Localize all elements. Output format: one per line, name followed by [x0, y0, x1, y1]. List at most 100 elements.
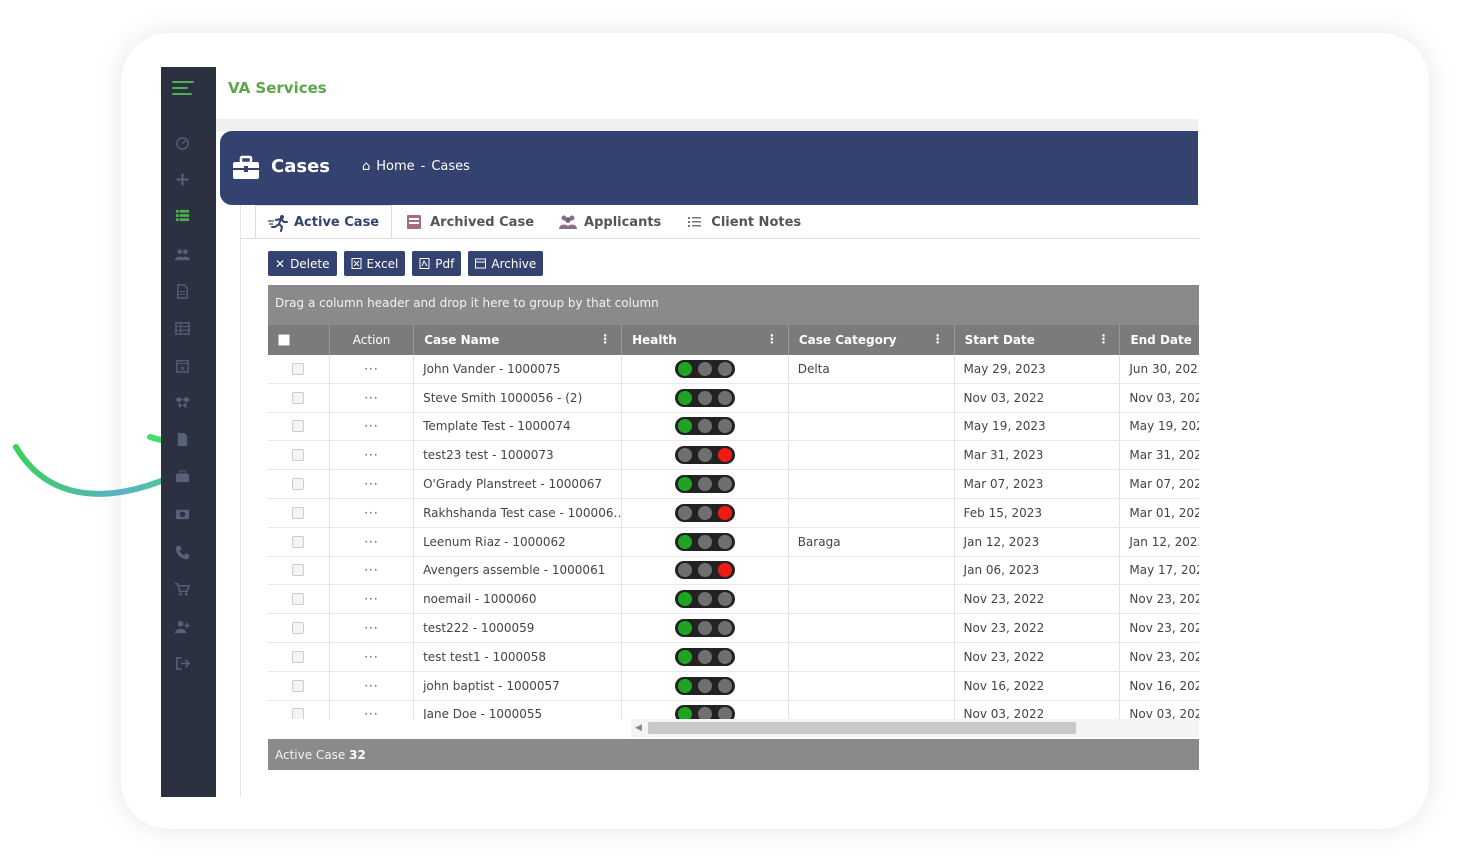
row-checkbox[interactable]: [292, 506, 305, 519]
case-name-cell[interactable]: Leenum Riaz - 1000062: [414, 527, 623, 556]
camera-icon[interactable]: [173, 504, 191, 522]
breadcrumb-home[interactable]: Home: [376, 159, 415, 174]
row-action-menu[interactable]: ···: [330, 412, 415, 441]
case-name-cell[interactable]: test222 - 1000059: [414, 614, 623, 642]
users-icon[interactable]: [173, 245, 191, 263]
table-row[interactable]: ··· test23 test - 1000073 Mar 31, 2023 Mar …: [268, 441, 1199, 471]
health-light: [717, 678, 732, 693]
row-action-menu[interactable]: ···: [330, 642, 415, 671]
table-row[interactable]: ··· Jane Doe - 1000055 Nov 03, 2022 Nov 03,…: [268, 700, 1199, 719]
row-action-menu[interactable]: ···: [330, 355, 415, 383]
tab-active-case[interactable]: Active Case: [255, 205, 393, 239]
column-menu-icon[interactable]: ⋮: [599, 332, 612, 346]
table-row[interactable]: ··· john baptist - 1000057 Nov 16, 2022 Nov…: [268, 671, 1199, 701]
document-icon[interactable]: [173, 282, 191, 300]
select-all-checkbox[interactable]: [278, 334, 290, 346]
row-checkbox[interactable]: [292, 420, 305, 433]
table-row[interactable]: ··· Steve Smith 1000056 - (2) Nov 03, 2022…: [268, 383, 1199, 413]
row-action-menu[interactable]: ···: [330, 527, 415, 556]
row-action-menu[interactable]: ···: [330, 556, 415, 585]
group-drop-zone[interactable]: Drag a column header and drop it here to…: [268, 285, 1199, 325]
row-action-menu[interactable]: ···: [330, 585, 415, 614]
case-name-cell[interactable]: noemail - 1000060: [414, 585, 623, 614]
table-row[interactable]: ··· Leenum Riaz - 1000062 Baraga Jan 12, 20…: [268, 527, 1199, 557]
column-menu-icon[interactable]: ⋮: [931, 332, 944, 346]
column-header-case-name[interactable]: Case Name ⋮: [414, 325, 623, 355]
archive-button[interactable]: Archive: [468, 251, 544, 276]
column-label: Case Category: [798, 333, 897, 347]
case-name-cell[interactable]: Rakhshanda Test case - 100006…: [414, 498, 623, 527]
column-menu-icon[interactable]: ⋮: [765, 332, 778, 346]
row-action-menu[interactable]: ···: [330, 671, 415, 700]
column-header-health[interactable]: Health ⋮: [622, 325, 789, 355]
case-name-cell[interactable]: John Vander - 1000075: [414, 355, 623, 383]
table-row[interactable]: ··· test test1 - 1000058 Nov 23, 2022 Nov 2…: [268, 642, 1199, 672]
table-row[interactable]: ··· John Vander - 1000075 Delta May 29, 202…: [268, 355, 1199, 384]
scroll-left-icon[interactable]: ◀: [635, 723, 642, 733]
move-icon[interactable]: [173, 170, 191, 188]
case-name-cell[interactable]: Steve Smith 1000056 - (2): [414, 383, 623, 412]
row-action-menu[interactable]: ···: [330, 498, 415, 527]
tab-applicants[interactable]: Applicants: [546, 205, 673, 239]
table-row[interactable]: ··· noemail - 1000060 Nov 23, 2022 Nov 23, …: [268, 585, 1199, 615]
row-checkbox[interactable]: [292, 593, 305, 606]
row-action-menu[interactable]: ···: [330, 441, 415, 470]
column-header-case-category[interactable]: Case Category ⋮: [789, 325, 955, 355]
health-light: [717, 621, 732, 636]
logout-icon[interactable]: [173, 654, 191, 672]
column-header-action[interactable]: Action: [330, 325, 415, 355]
row-checkbox[interactable]: [292, 564, 305, 577]
tab-client-notes[interactable]: Client Notes: [673, 205, 813, 239]
column-menu-icon[interactable]: ⋮: [1097, 332, 1110, 346]
calendar-icon[interactable]: [173, 356, 191, 374]
case-name-cell[interactable]: Jane Doe - 1000055: [414, 700, 623, 719]
add-user-icon[interactable]: [173, 617, 191, 635]
row-checkbox[interactable]: [292, 362, 305, 375]
row-checkbox[interactable]: [292, 449, 305, 462]
column-header-start-date[interactable]: Start Date ⋮: [955, 325, 1121, 355]
file-icon[interactable]: [173, 430, 191, 448]
dashboard-icon[interactable]: [173, 133, 191, 151]
table-row[interactable]: ··· Template Test - 1000074 May 19, 2023 Ma…: [268, 412, 1199, 442]
phone-icon[interactable]: [173, 543, 191, 561]
case-category-cell: [789, 585, 955, 614]
row-action-menu[interactable]: ···: [330, 614, 415, 642]
column-header-end-date[interactable]: End Date: [1120, 325, 1199, 355]
case-name-cell[interactable]: Avengers assemble - 1000061: [414, 556, 623, 585]
row-checkbox[interactable]: [292, 391, 305, 404]
row-checkbox[interactable]: [292, 622, 305, 635]
menu-toggle-icon[interactable]: [172, 81, 194, 95]
table-row[interactable]: ··· Avengers assemble - 1000061 Jan 06, 20…: [268, 556, 1199, 586]
case-name-cell[interactable]: test23 test - 1000073: [414, 441, 623, 470]
briefcase-icon[interactable]: [173, 467, 191, 485]
dropbox-icon[interactable]: [173, 393, 191, 411]
row-checkbox[interactable]: [292, 679, 305, 692]
row-checkbox[interactable]: [292, 535, 305, 548]
table-row[interactable]: ··· O'Grady Planstreet - 1000067 Mar 07, 2…: [268, 470, 1199, 499]
case-name-cell[interactable]: O'Grady Planstreet - 1000067: [414, 470, 623, 498]
case-name-cell[interactable]: test test1 - 1000058: [414, 642, 623, 671]
tab-archived-case[interactable]: Archived Case: [392, 205, 546, 239]
pdf-button[interactable]: Pdf: [412, 251, 462, 276]
health-cell: [622, 441, 789, 470]
excel-button[interactable]: Excel: [343, 251, 406, 276]
scrollbar-thumb[interactable]: [648, 722, 1076, 734]
cart-icon[interactable]: [173, 580, 191, 598]
horizontal-scrollbar[interactable]: ◀: [631, 719, 1199, 737]
health-indicator: [674, 388, 735, 407]
case-name-cell[interactable]: Template Test - 1000074: [414, 412, 623, 441]
table-row[interactable]: ··· Rakhshanda Test case - 100006… Feb 15,…: [268, 498, 1199, 528]
row-action-menu[interactable]: ···: [330, 383, 415, 412]
row-action-menu[interactable]: ···: [330, 470, 415, 498]
table-row[interactable]: ··· test222 - 1000059 Nov 23, 2022 Nov 23, …: [268, 614, 1199, 643]
brand-name[interactable]: VA Services: [228, 79, 327, 97]
row-checkbox[interactable]: [292, 478, 305, 491]
delete-button[interactable]: ✕ Delete: [268, 251, 337, 276]
table-icon[interactable]: [173, 319, 191, 337]
row-checkbox[interactable]: [292, 708, 305, 719]
case-name-cell[interactable]: john baptist - 1000057: [414, 671, 623, 700]
row-checkbox[interactable]: [292, 650, 305, 663]
row-action-menu[interactable]: ···: [330, 700, 415, 719]
case-category-cell: [789, 671, 955, 700]
list-icon[interactable]: [173, 206, 191, 224]
